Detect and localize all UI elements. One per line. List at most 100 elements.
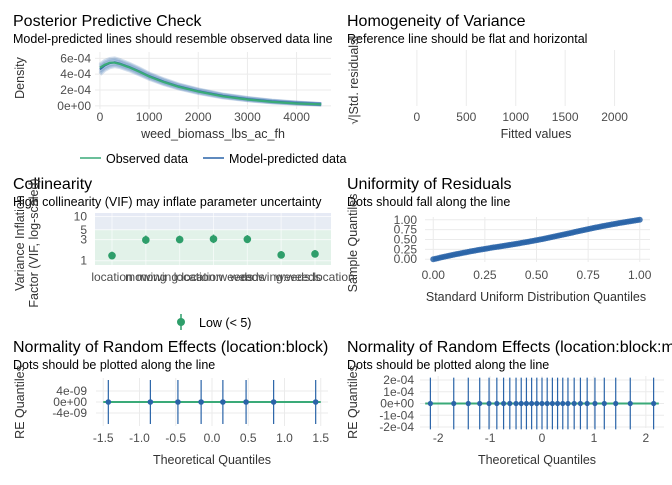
hov-x-tick-label: 0 (414, 110, 421, 124)
hov-subtitle: Reference line should be flat and horizo… (347, 32, 587, 46)
re2-subtitle: Dots should be plotted along the line (347, 358, 549, 372)
hov-ylabel: √|Std. residuals| (347, 35, 361, 124)
re2-x-tick-label: -1 (485, 431, 496, 445)
vif-legend: Low (< 5) (177, 314, 251, 330)
hov-x-tick-label: 1500 (552, 110, 579, 124)
re2-point (451, 400, 457, 407)
re2-point (577, 400, 584, 407)
ppc-subtitle: Model-predicted lines should resemble ob… (13, 32, 333, 46)
vif-y-tick-label: 3 (80, 233, 87, 247)
qq-x-tick-label: 0.50 (525, 268, 549, 282)
re2-point (513, 400, 519, 407)
re2-x-tick-label: 1 (591, 431, 598, 445)
re2-point (549, 400, 555, 407)
ppc-y-tick-label: 4e-04 (60, 67, 91, 81)
qq-y-tick-label: 0.75 (394, 223, 418, 237)
re2-point (534, 400, 540, 407)
re2-point (544, 400, 550, 407)
vif-x-tick-label: location:weeds (174, 270, 253, 284)
re1-y-tick-label: 0e+00 (53, 395, 87, 409)
qq-y-tick-label: 0.00 (394, 252, 418, 266)
ppc-ylabel: Density (13, 56, 27, 98)
re2-point (651, 400, 657, 407)
vif-x-tick-label: mowing (125, 270, 166, 284)
re2-point (613, 400, 619, 407)
vif-y-tick-label: 5 (80, 223, 87, 237)
vif-ylabel: Variance InflationFactor (VIF, log-scale… (13, 178, 41, 307)
hov-x-tick-label: 500 (456, 110, 476, 124)
re1-title: Normality of Random Effects (location:bl… (13, 339, 328, 356)
ppc-x-tick-label: 1000 (136, 110, 163, 124)
ppc-y-tick-label: 2e-04 (60, 83, 91, 97)
qq-subtitle: Dots should fall along the line (347, 195, 510, 209)
re1-x-tick-label: 1.5 (312, 431, 329, 445)
vif-point (311, 250, 319, 258)
re2-point (486, 400, 492, 407)
vif-point (243, 235, 252, 244)
vif-x-tick-label: weeds (229, 270, 265, 284)
re2-x-tick-label: -2 (433, 431, 444, 445)
qq-ylabel: Sample Quantiles (346, 194, 360, 293)
re2-point (601, 400, 607, 407)
re2-point (523, 400, 530, 407)
ppc-predicted-draw-line (98, 56, 322, 106)
legend-predicted-label: Model-predicted data (229, 152, 346, 166)
vif-point (108, 251, 116, 260)
re2-point (507, 400, 513, 407)
hov-x-tick-label: 1000 (502, 110, 529, 124)
qq-y-tick-label: 0.50 (394, 233, 418, 247)
qq-y-tick-label: 1.00 (394, 213, 418, 227)
re2-point (518, 400, 524, 407)
re2-point (465, 400, 471, 407)
vif-point (175, 235, 184, 244)
qq-x-tick-label: 1.00 (628, 268, 652, 282)
re1-ylabel: RE Quantiles (13, 365, 27, 439)
vif-subtitle: High collinearity (VIF) may inflate para… (13, 195, 322, 209)
re1-x-tick-label: -1.5 (93, 431, 114, 445)
qq-title: Uniformity of Residuals (347, 176, 512, 193)
re1-x-tick-label: 0.5 (240, 431, 257, 445)
re2-xlabel: Theoretical Quantiles (478, 453, 596, 467)
re2-y-tick-label: 2e-04 (383, 373, 414, 387)
ppc-observed-line (99, 61, 322, 106)
re1-xlabel: Theoretical Quantiles (153, 453, 271, 467)
hov-title: Homogeneity of Variance (347, 13, 526, 30)
re1-x-tick-label: -1.0 (129, 431, 150, 445)
re1-x-tick-label: -0.5 (165, 431, 186, 445)
qq-y-tick-label: 0.25 (394, 242, 418, 256)
re1-y-tick-label: -4e-09 (52, 406, 87, 420)
qq-x-tick-label: 0.25 (473, 268, 497, 282)
re2-ylabel: RE Quantiles (346, 365, 360, 439)
vif-x-tick-label: mowing:weeds (241, 270, 320, 284)
ppc-x-tick-label: 0 (97, 110, 104, 124)
legend-observed-label: Observed data (106, 152, 188, 166)
re2-title: Normality of Random Effects (location:bl… (347, 339, 672, 356)
re2-point (592, 400, 598, 407)
re2-x-tick-label: 0 (539, 431, 546, 445)
hov-x-tick-label: 2000 (601, 110, 628, 124)
re1-subtitle: Dots should be plotted along the line (13, 358, 215, 372)
re2-point (494, 400, 500, 407)
ppc-x-tick-label: 4000 (283, 110, 310, 124)
qq-x-tick-label: 0.75 (576, 268, 600, 282)
vif-y-tick-label: 10 (74, 210, 88, 224)
re2-point (477, 400, 483, 407)
qq-xlabel: Standard Uniform Distribution Quantiles (426, 290, 646, 304)
re1-point (312, 399, 319, 405)
qq-x-tick-label: 0.00 (422, 268, 446, 282)
ppc-x-tick-label: 2000 (185, 110, 212, 124)
re1-point (270, 399, 277, 405)
re2-y-tick-label: 0e+00 (380, 397, 414, 411)
re2-x-tick-label: 2 (642, 431, 649, 445)
re2-y-tick-label: -1e-04 (379, 408, 414, 422)
re2-point (539, 400, 545, 407)
vif-x-tick-label: location (91, 270, 132, 284)
re1-point (175, 399, 181, 405)
vif-x-tick-label: weeds:location (274, 270, 354, 284)
re2-point (584, 400, 590, 407)
qq-point (636, 216, 643, 223)
vif-x-tick-label: mowing:location (137, 270, 223, 284)
re1-point (198, 399, 204, 405)
re1-point (105, 399, 112, 405)
